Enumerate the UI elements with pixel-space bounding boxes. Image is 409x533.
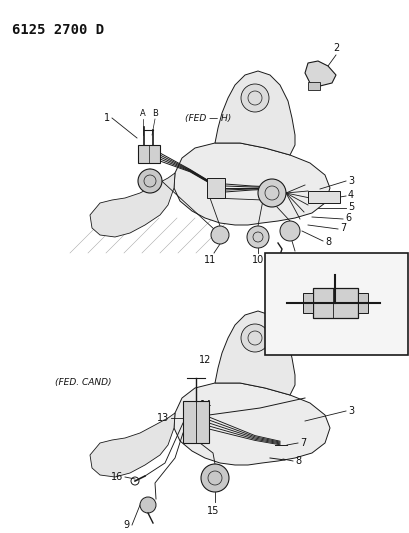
Text: 12: 12 [198, 355, 211, 365]
Text: 3: 3 [347, 176, 353, 186]
Text: 2: 2 [332, 43, 338, 53]
Text: 4: 4 [347, 190, 353, 200]
Text: 3: 3 [347, 406, 353, 416]
Circle shape [240, 84, 268, 112]
Bar [264, 253, 407, 355]
Circle shape [139, 497, 155, 513]
Text: A: A [140, 109, 146, 118]
Text: B: B [152, 109, 157, 118]
Text: 6: 6 [344, 213, 350, 223]
Text: 10: 10 [251, 255, 263, 265]
Text: 9: 9 [291, 253, 297, 263]
Bar [312, 288, 357, 318]
Polygon shape [173, 383, 329, 465]
Text: 16: 16 [110, 472, 123, 482]
Circle shape [211, 226, 229, 244]
Bar [138, 145, 160, 163]
Text: 11: 11 [203, 255, 216, 265]
Circle shape [200, 464, 229, 492]
Circle shape [279, 221, 299, 241]
Text: 14: 14 [200, 400, 212, 410]
Polygon shape [90, 173, 175, 237]
Text: 9: 9 [124, 520, 130, 530]
Bar [182, 401, 209, 443]
Polygon shape [173, 143, 329, 225]
Text: (FED — H): (FED — H) [184, 114, 231, 123]
Text: (FED. CAND): (FED. CAND) [55, 378, 111, 387]
Circle shape [257, 179, 285, 207]
Polygon shape [214, 71, 294, 155]
Text: 17: 17 [324, 337, 336, 347]
Text: 1: 1 [103, 113, 110, 123]
Text: 7: 7 [339, 223, 346, 233]
Text: 13: 13 [156, 413, 169, 423]
Text: 15: 15 [206, 506, 219, 516]
Text: 5: 5 [347, 202, 353, 212]
Text: 8: 8 [324, 237, 330, 247]
Bar [302, 293, 312, 313]
Text: 7: 7 [299, 438, 306, 448]
Bar [207, 178, 225, 198]
Circle shape [246, 226, 268, 248]
Bar [357, 293, 367, 313]
Circle shape [138, 169, 162, 193]
Text: 18: 18 [276, 286, 288, 296]
Circle shape [240, 324, 268, 352]
Text: 19: 19 [344, 262, 356, 272]
Polygon shape [304, 61, 335, 86]
Polygon shape [214, 311, 294, 395]
Bar [307, 191, 339, 203]
Text: 6125 2700 D: 6125 2700 D [12, 23, 104, 37]
Polygon shape [90, 413, 175, 477]
Text: 8: 8 [294, 456, 300, 466]
Bar [307, 82, 319, 90]
